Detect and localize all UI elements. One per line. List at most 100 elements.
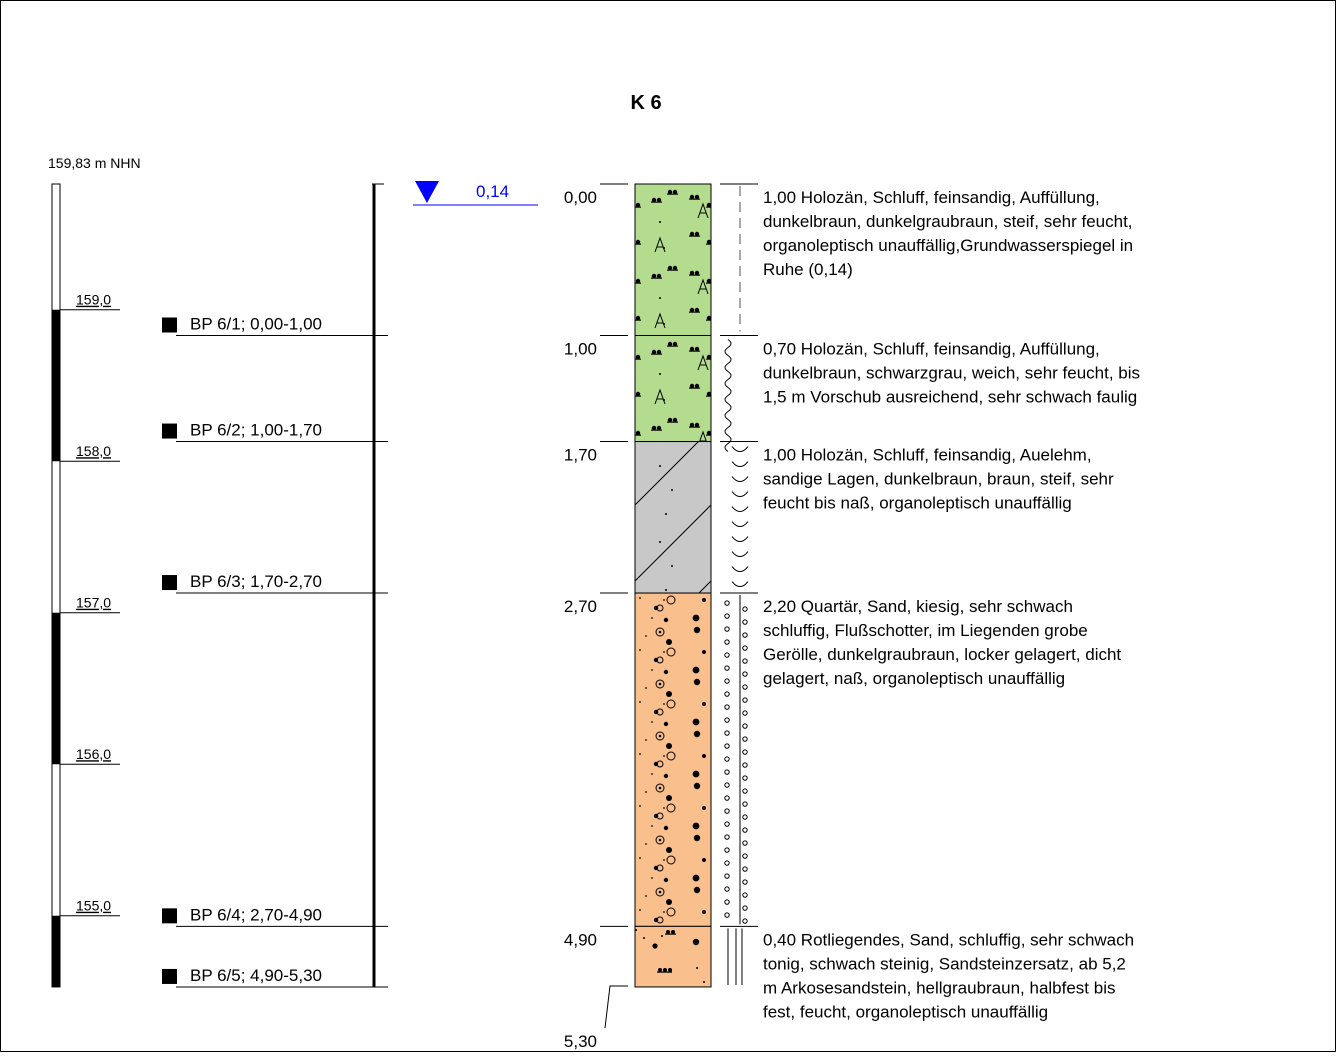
depth-leader-bottom: [604, 985, 628, 1029]
layer-description-line: organoleptisch unauffällig,Grundwassersp…: [763, 236, 1133, 255]
symbol-circle: [724, 743, 730, 749]
symbol-circle: [742, 892, 748, 898]
depth-labels: 0,00 1,00 1,70 2,70 4,90 5,30: [564, 183, 758, 1051]
symbol-circle: [724, 795, 730, 801]
elevation-tick-label: 157,0: [76, 595, 111, 611]
symbol-circle: [742, 736, 748, 742]
symbol-circle: [724, 808, 730, 814]
sample-marker: [162, 317, 177, 333]
elevation-reference-label: 159,83 m NHN: [48, 155, 141, 171]
layer-description-line: feucht bis naß, organoleptisch unauffäll…: [763, 494, 1072, 513]
symbol-circle: [742, 788, 748, 794]
groundwater-depth-label: 0,14: [476, 182, 509, 201]
layer-description: 0,70 Holozän, Schluff, feinsandig, Auffü…: [763, 340, 1140, 407]
symbol-circle: [742, 840, 748, 846]
layer-pattern: [634, 592, 712, 927]
sample-label: BP 6/1; 0,00-1,00: [190, 315, 322, 334]
symbol-circle: [742, 853, 748, 859]
symbol-arc: [731, 566, 749, 573]
sample-label: BP 6/4; 2,70-4,90: [190, 905, 322, 924]
layer-description-line: gelagert, naß, organoleptisch unauffälli…: [763, 669, 1065, 688]
symbol-circle: [742, 827, 748, 833]
symbol-circle: [742, 762, 748, 768]
elevation-scale-bar: [51, 183, 61, 988]
symbol-circle: [724, 678, 730, 684]
layer-description-line: 2,20 Quartär, Sand, kiesig, sehr schwach: [763, 597, 1073, 616]
layer-description-line: sandige Lagen, dunkelbraun, braun, steif…: [763, 470, 1114, 489]
symbol-circle: [742, 606, 748, 612]
symbol-circle: [724, 860, 730, 866]
layer-description: 1,00 Holozän, Schluff, feinsandig, Auele…: [763, 446, 1114, 513]
sample-label: BP 6/3; 1,70-2,70: [190, 572, 322, 591]
symbol-arc: [731, 521, 749, 528]
elevation-scale: 159,0 158,0 157,0 156,0 155,0: [51, 183, 120, 988]
layer-description-line: dunkelbraun, schwarzgrau, weich, sehr fe…: [763, 364, 1140, 383]
symbol-circle: [724, 639, 730, 645]
symbol-circle: [742, 684, 748, 690]
symbol-circle: [724, 730, 730, 736]
sample-marker: [162, 968, 177, 984]
symbol-circle: [724, 769, 730, 775]
symbol-circle: [742, 918, 748, 924]
symbol-circle: [724, 782, 730, 788]
symbol-circle: [724, 912, 730, 918]
layer-descriptions: 1,00 Holozän, Schluff, feinsandig, Auffü…: [763, 188, 1140, 1021]
consistency-symbols: [724, 186, 749, 985]
layer-pattern: [634, 183, 712, 336]
layer-description-line: schluffig, Flußschotter, im Liegenden gr…: [763, 621, 1088, 640]
symbol-circle: [742, 801, 748, 807]
symbol-circle: [724, 717, 730, 723]
sample-list: BP 6/1; 0,00-1,00 BP 6/2; 1,00-1,70 BP 6/3…: [162, 183, 388, 988]
depth-label: 4,90: [564, 930, 597, 949]
profile-title: K 6: [630, 92, 661, 114]
groundwater-marker: 0,14: [413, 181, 538, 206]
depth-label: 5,30: [564, 1032, 597, 1051]
groundwater-triangle-icon: [415, 181, 439, 203]
depth-label: 1,00: [564, 340, 597, 359]
layer-pattern: [634, 441, 712, 594]
symbol-circle: [724, 600, 730, 606]
sample-marker: [162, 908, 177, 924]
symbol-arc: [731, 536, 749, 543]
symbol-circle: [742, 879, 748, 885]
symbol-circle: [742, 658, 748, 664]
symbol-circle: [742, 645, 748, 651]
symbol-arc: [731, 506, 749, 513]
elevation-tick-label: 159,0: [76, 292, 111, 308]
symbol-arc: [731, 551, 749, 558]
symbol-circle: [742, 866, 748, 872]
elevation-tick-label: 155,0: [76, 898, 111, 914]
layer-description-line: dunkelbraun, dunkelgraubraun, steif, seh…: [763, 212, 1133, 231]
layer-description-line: 0,40 Rotliegendes, Sand, schluffig, sehr…: [763, 930, 1134, 949]
layer-pattern: [634, 925, 712, 988]
elevation-tick-label: 156,0: [76, 746, 111, 762]
layer-description: 1,00 Holozän, Schluff, feinsandig, Auffü…: [763, 188, 1133, 279]
symbol-circle: [742, 775, 748, 781]
soil-column: [634, 183, 712, 988]
depth-label: 1,70: [564, 446, 597, 465]
layer-description-line: Gerölle, dunkelgraubraun, locker gelager…: [763, 645, 1121, 664]
sample-label: BP 6/5; 4,90-5,30: [190, 966, 322, 985]
layer-description: 0,40 Rotliegendes, Sand, schluffig, sehr…: [763, 930, 1134, 1021]
layer-pattern: [634, 335, 712, 443]
symbol-arc: [731, 476, 749, 483]
layer-description-line: 1,00 Holozän, Schluff, feinsandig, Auffü…: [763, 188, 1100, 207]
symbol-circle: [742, 905, 748, 911]
sample-marker: [162, 575, 177, 591]
symbol-arc: [731, 461, 749, 468]
symbol-circle: [742, 697, 748, 703]
layer-description: 2,20 Quartär, Sand, kiesig, sehr schwach…: [763, 597, 1121, 688]
depth-label: 2,70: [564, 597, 597, 616]
elevation-scale-block: [52, 309, 60, 462]
sample-label: BP 6/2; 1,00-1,70: [190, 421, 322, 440]
depth-label: 0,00: [564, 188, 597, 207]
elevation-scale-block: [52, 915, 60, 987]
elevation-scale-block: [52, 612, 60, 765]
symbol-circle: [724, 626, 730, 632]
layer-description-line: tonig, schwach steinig, Sandsteinzersatz…: [763, 954, 1126, 973]
layer-description-line: 1,5 m Vorschub ausreichend, sehr schwach…: [763, 388, 1137, 407]
symbol-circle: [724, 834, 730, 840]
symbol-arc: [731, 491, 749, 498]
symbol-arc: [731, 581, 749, 588]
